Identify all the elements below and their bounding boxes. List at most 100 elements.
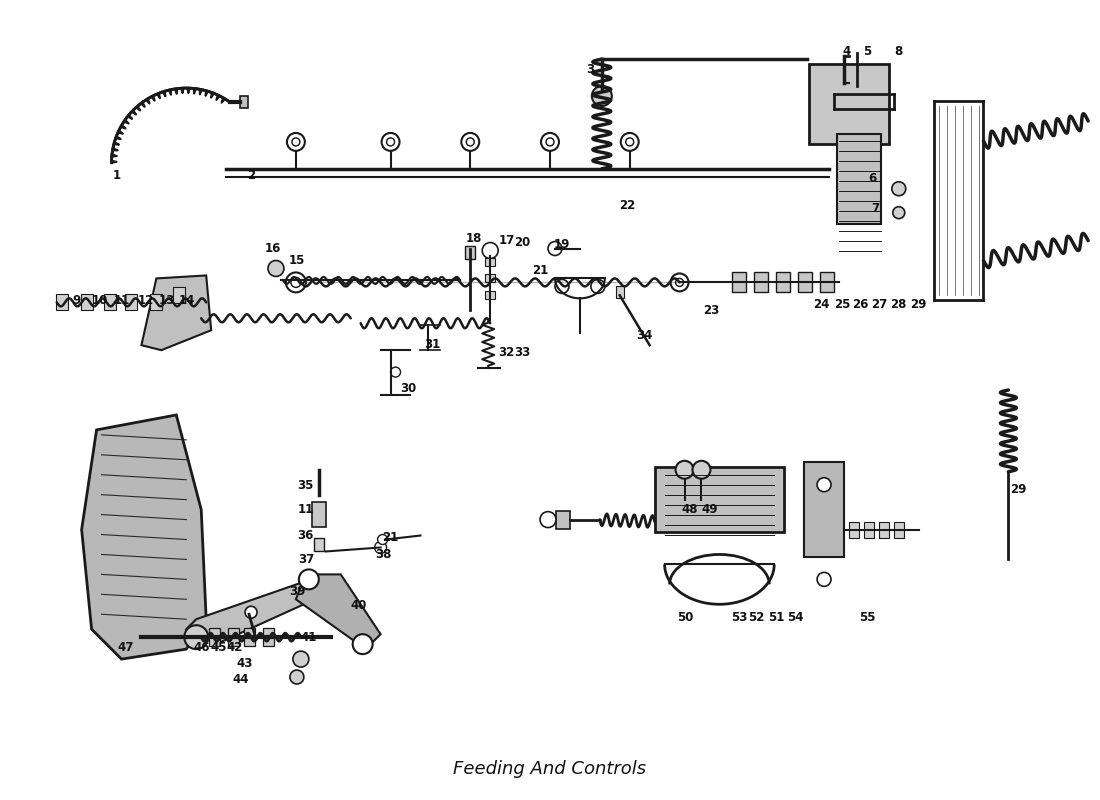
Bar — [485, 258, 495, 266]
Text: 48: 48 — [681, 503, 697, 516]
Text: 3: 3 — [586, 62, 594, 76]
Text: 20: 20 — [514, 236, 530, 249]
Polygon shape — [81, 415, 206, 659]
Text: 42: 42 — [227, 641, 243, 654]
Circle shape — [286, 273, 306, 292]
Text: 12: 12 — [138, 294, 154, 307]
Bar — [264, 628, 275, 646]
Text: 35: 35 — [298, 479, 314, 492]
Circle shape — [287, 133, 305, 151]
Text: 15: 15 — [288, 254, 305, 267]
Bar — [799, 273, 812, 292]
Text: 1: 1 — [112, 170, 121, 182]
Circle shape — [382, 133, 399, 151]
Bar — [733, 273, 746, 292]
Circle shape — [626, 138, 634, 146]
Text: 54: 54 — [786, 610, 803, 624]
Circle shape — [556, 279, 569, 294]
Circle shape — [893, 206, 905, 218]
Bar — [151, 294, 163, 310]
Polygon shape — [296, 574, 381, 649]
Bar — [804, 462, 844, 557]
Polygon shape — [186, 579, 326, 644]
Text: 21: 21 — [383, 531, 398, 544]
Circle shape — [377, 534, 387, 545]
Circle shape — [290, 670, 304, 684]
Text: 7: 7 — [871, 202, 879, 215]
Bar — [810, 64, 889, 144]
Text: 51: 51 — [768, 610, 784, 624]
Circle shape — [541, 133, 559, 151]
Text: 23: 23 — [703, 304, 719, 317]
Bar — [485, 274, 495, 282]
Text: 13: 13 — [158, 294, 175, 307]
Circle shape — [461, 133, 480, 151]
Text: 8: 8 — [894, 45, 903, 58]
Text: 41: 41 — [300, 630, 317, 644]
Bar — [879, 522, 889, 538]
Text: 50: 50 — [678, 610, 694, 624]
Text: 55: 55 — [859, 610, 876, 624]
Text: 44: 44 — [233, 673, 250, 686]
Text: 33: 33 — [514, 346, 530, 358]
Circle shape — [482, 242, 498, 258]
Circle shape — [817, 478, 830, 492]
Bar — [125, 294, 138, 310]
Bar — [654, 467, 784, 532]
Text: 2: 2 — [248, 170, 255, 182]
Circle shape — [671, 274, 689, 291]
Bar — [616, 286, 624, 298]
Text: 52: 52 — [748, 610, 764, 624]
Text: 31: 31 — [425, 338, 440, 350]
Text: 18: 18 — [466, 232, 483, 245]
Text: 24: 24 — [813, 298, 829, 311]
Bar — [80, 294, 92, 310]
Circle shape — [268, 261, 284, 277]
Circle shape — [353, 634, 373, 654]
Bar — [314, 538, 323, 551]
Bar — [755, 273, 768, 292]
Circle shape — [292, 138, 300, 146]
Text: 6: 6 — [868, 172, 876, 186]
Text: 10: 10 — [91, 294, 108, 307]
Bar — [240, 96, 249, 108]
Text: 43: 43 — [236, 657, 253, 670]
Text: 29: 29 — [911, 298, 927, 311]
Bar — [821, 273, 834, 292]
Circle shape — [466, 138, 474, 146]
Text: 11: 11 — [298, 503, 314, 516]
Circle shape — [548, 242, 562, 255]
Text: 53: 53 — [732, 610, 748, 624]
Text: 36: 36 — [298, 529, 314, 542]
Text: 21: 21 — [532, 264, 548, 277]
Text: 16: 16 — [265, 242, 282, 255]
Text: 40: 40 — [351, 598, 367, 612]
Circle shape — [675, 461, 693, 478]
Polygon shape — [142, 275, 211, 350]
Bar — [894, 522, 904, 538]
Circle shape — [293, 651, 309, 667]
Text: 29: 29 — [1010, 483, 1026, 496]
Text: 34: 34 — [637, 329, 653, 342]
Circle shape — [390, 367, 400, 377]
Circle shape — [185, 626, 208, 649]
Text: 19: 19 — [553, 238, 570, 251]
Bar — [209, 628, 220, 646]
Bar — [465, 246, 475, 259]
Circle shape — [693, 461, 711, 478]
Text: 17: 17 — [499, 234, 515, 247]
Bar — [103, 294, 116, 310]
Text: 37: 37 — [298, 553, 314, 566]
Circle shape — [892, 182, 905, 196]
Text: 9: 9 — [73, 294, 80, 307]
Bar — [311, 502, 326, 527]
Bar — [485, 291, 495, 299]
Text: 32: 32 — [498, 346, 515, 358]
Text: 38: 38 — [375, 548, 392, 561]
Circle shape — [299, 570, 319, 590]
Text: 49: 49 — [701, 503, 717, 516]
Bar — [777, 273, 790, 292]
Circle shape — [245, 606, 257, 618]
Text: 47: 47 — [118, 641, 134, 654]
Circle shape — [546, 138, 554, 146]
